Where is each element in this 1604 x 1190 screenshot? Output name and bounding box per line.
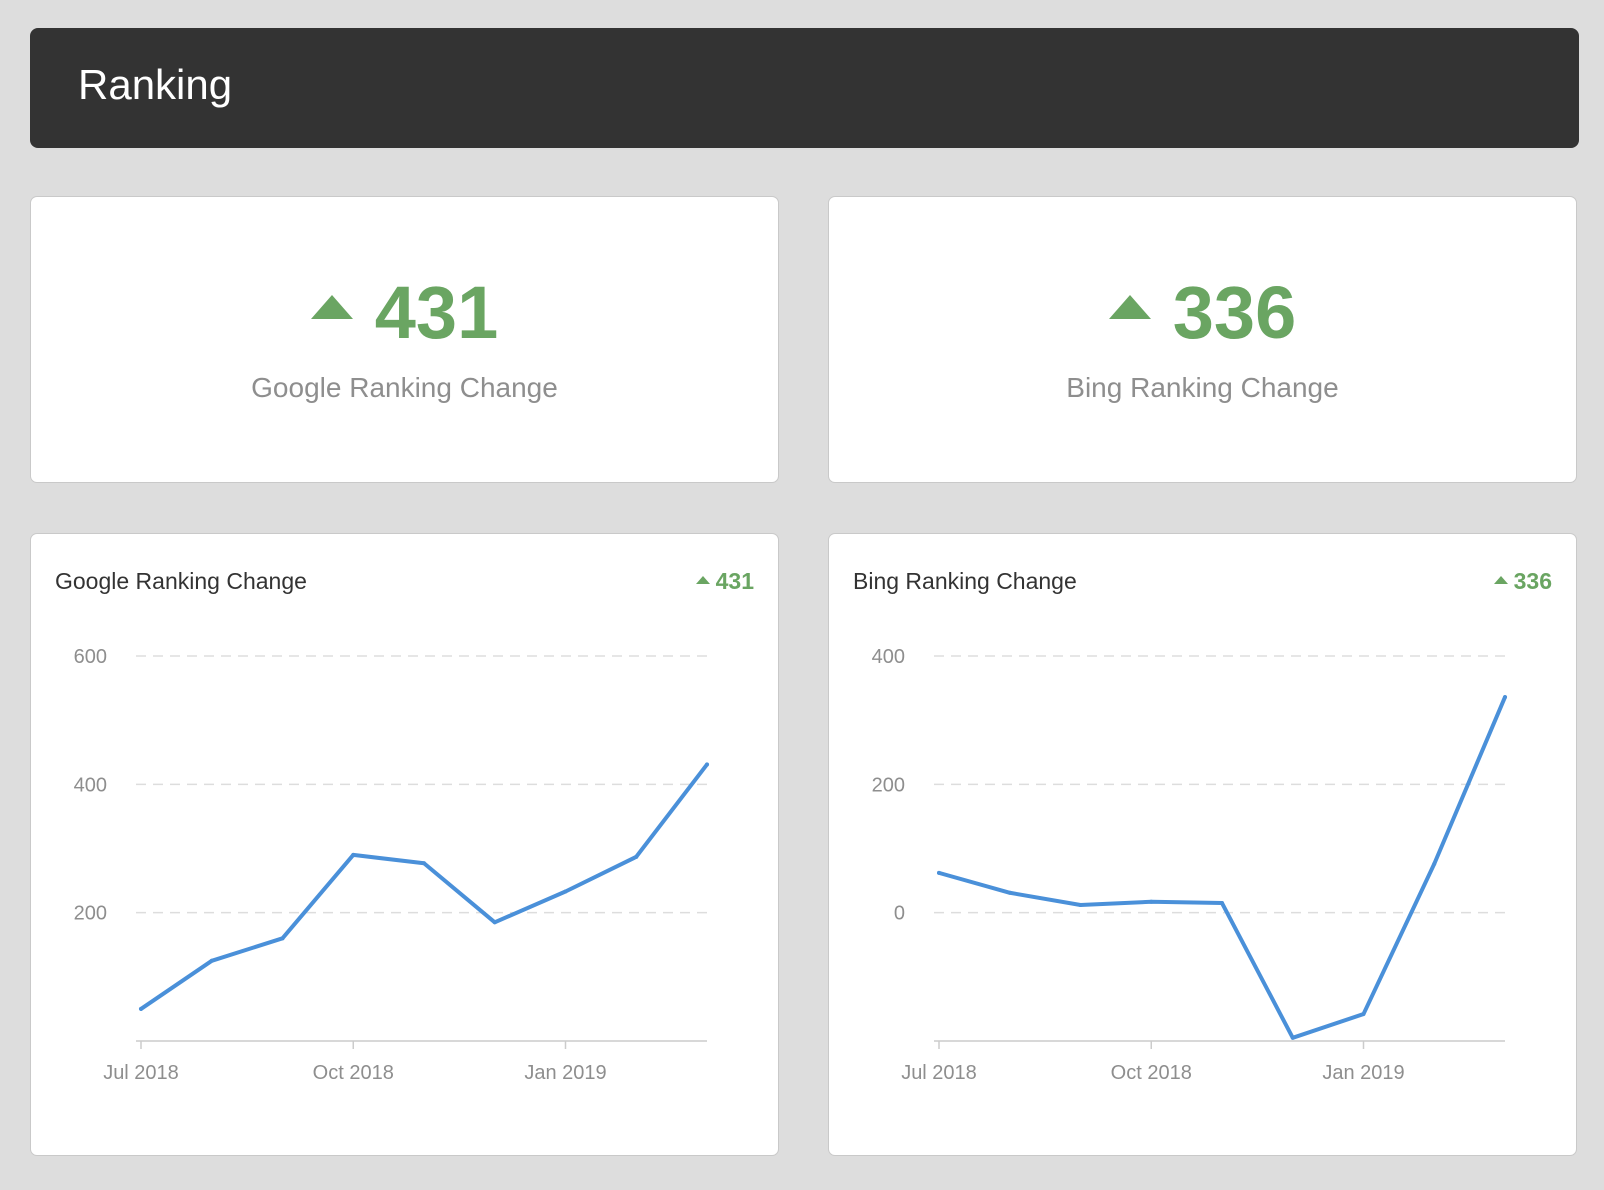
data-point xyxy=(1432,861,1437,866)
data-point xyxy=(1503,695,1507,700)
data-point xyxy=(492,920,497,925)
y-tick-label: 0 xyxy=(894,903,905,925)
page-header: Ranking xyxy=(30,28,1579,148)
kpi-value: 431 xyxy=(374,271,499,354)
data-point xyxy=(1149,899,1154,904)
data-point xyxy=(937,870,941,875)
data-point xyxy=(1078,902,1083,907)
x-tick-label: Jul 2018 xyxy=(901,1062,977,1084)
data-point xyxy=(1007,890,1012,895)
data-point xyxy=(209,958,214,963)
bing-ranking-kpi-card: 336 Bing Ranking Change xyxy=(828,196,1577,483)
kpi-value: 336 xyxy=(1172,271,1297,354)
x-tick-label: Oct 2018 xyxy=(1111,1062,1192,1084)
chart-change-badge: 431 xyxy=(695,568,754,595)
google-ranking-kpi-card: 431 Google Ranking Change xyxy=(30,196,779,483)
chart-badge-value: 336 xyxy=(1513,568,1552,594)
data-point xyxy=(280,936,285,941)
data-point xyxy=(705,762,709,767)
bing-ranking-line-chart: 0 200 400 Jul 2018 Oct 2018 Jan 2019 xyxy=(872,646,1507,1084)
data-point xyxy=(139,1006,143,1011)
data-point xyxy=(422,861,426,866)
chart-change-badge: 336 xyxy=(1493,568,1552,595)
up-arrow-icon xyxy=(695,575,710,584)
series-line xyxy=(139,762,709,1011)
x-tick-label: Jan 2019 xyxy=(1322,1062,1404,1084)
bing-ranking-chart-card: Bing Ranking Change 336 0 200 400 Jul 2018 O… xyxy=(828,533,1577,1156)
y-tick-label: 200 xyxy=(74,903,107,925)
y-tick-label: 400 xyxy=(872,646,905,668)
up-arrow-icon xyxy=(1108,295,1151,319)
chart-title: Google Ranking Change xyxy=(55,568,307,594)
data-point xyxy=(1220,901,1224,906)
x-tick-label: Oct 2018 xyxy=(313,1062,394,1084)
y-tick-label: 600 xyxy=(74,646,107,668)
y-tick-label: 200 xyxy=(872,774,905,796)
kpi-label: Bing Ranking Change xyxy=(1066,372,1339,403)
data-point xyxy=(563,889,568,894)
chart-badge-value: 431 xyxy=(715,568,754,594)
google-ranking-chart-card: Google Ranking Change 431 200 400 600 Jul 2… xyxy=(30,533,779,1156)
chart-title: Bing Ranking Change xyxy=(853,568,1077,594)
google-ranking-line-chart: 200 400 600 Jul 2018 Oct 2018 Jan 2019 xyxy=(74,646,709,1084)
x-tick-label: Jul 2018 xyxy=(103,1062,179,1084)
page-title: Ranking xyxy=(78,61,233,108)
y-tick-label: 400 xyxy=(74,774,107,796)
data-point xyxy=(1290,1035,1295,1040)
data-point xyxy=(351,852,356,857)
up-arrow-icon xyxy=(310,295,353,319)
data-point xyxy=(1361,1012,1366,1017)
x-tick-label: Jan 2019 xyxy=(524,1062,606,1084)
data-point xyxy=(634,854,639,859)
kpi-label: Google Ranking Change xyxy=(251,372,558,403)
up-arrow-icon xyxy=(1493,575,1508,584)
series-line xyxy=(937,695,1507,1040)
